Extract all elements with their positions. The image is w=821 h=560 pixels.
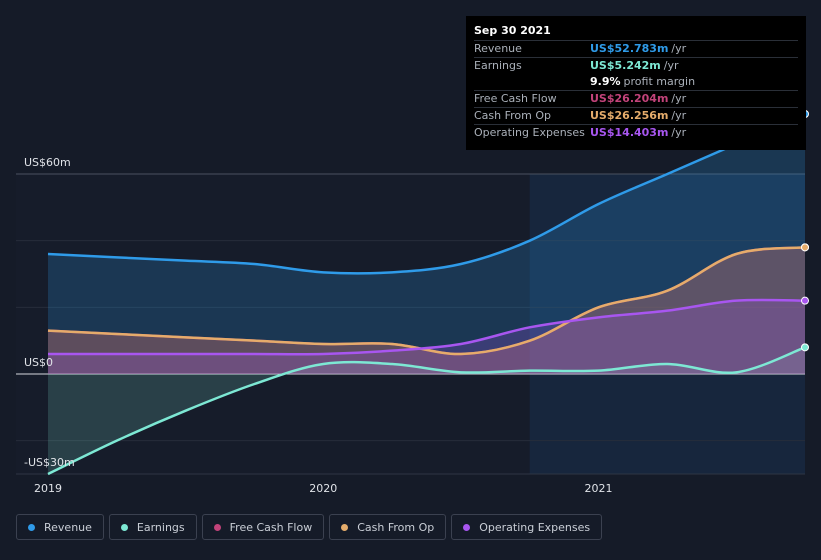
y-tick-label: -US$30m: [24, 456, 75, 469]
tooltip-row: Cash From Op US$26.256m/yr: [474, 107, 798, 124]
legend: Revenue Earnings Free Cash Flow Cash From O…: [16, 514, 603, 540]
cash-from-op-area: [48, 247, 805, 374]
legend-item-free-cash-flow[interactable]: Free Cash Flow: [201, 514, 325, 540]
x-tick-label: 2019: [34, 482, 62, 495]
operating-expenses-area: [48, 299, 805, 374]
tooltip-panel: Sep 30 2021 Revenue US$52.783m/yr Earnings…: [466, 16, 806, 150]
legend-item-revenue[interactable]: Revenue: [16, 514, 104, 540]
legend-item-earnings[interactable]: Earnings: [108, 514, 197, 540]
free-cash-flow-area: [48, 247, 805, 374]
legend-label: Operating Expenses: [479, 520, 591, 534]
legend-dot-icon: [341, 523, 349, 531]
tooltip-row-unit: /yr: [671, 126, 687, 139]
tooltip-row-label: Earnings: [474, 59, 522, 72]
tooltip-row-label: Revenue: [474, 42, 522, 55]
revenue-area: [48, 114, 805, 374]
series-areas: [48, 114, 805, 474]
tooltip-row-value: US$26.204m: [590, 92, 669, 105]
tooltip-date: Sep 30 2021: [474, 24, 551, 37]
tooltip-row: Earnings US$5.242m/yr: [474, 57, 798, 74]
x-tick-label: 2020: [309, 482, 337, 495]
legend-dot-icon: [463, 523, 471, 531]
legend-label: Free Cash Flow: [229, 520, 313, 534]
legend-label: Cash From Op: [357, 520, 435, 534]
tooltip-row-value: 9.9%: [590, 75, 621, 88]
legend-label: Earnings: [136, 520, 185, 534]
series-lines: [47, 110, 809, 476]
forecast-highlight-region: [529, 174, 805, 474]
tooltip-row-unit: profit margin: [623, 75, 696, 88]
grid: [16, 173, 805, 475]
legend-dot-icon: [120, 523, 128, 531]
chart: US$60m US$0 -US$30m 2019 2020 2021: [16, 110, 809, 495]
revenue-line: [47, 112, 806, 275]
x-axis-labels: 2019 2020 2021: [34, 482, 613, 495]
legend-dot-icon: [213, 523, 221, 531]
tooltip-row-unit: /yr: [663, 59, 679, 72]
tooltip-row-value: US$14.403m: [590, 126, 669, 139]
tooltip-row-unit: /yr: [671, 42, 687, 55]
cash-from-op-line: [47, 246, 806, 356]
earnings-area: [48, 347, 805, 474]
earnings-line: [47, 346, 806, 476]
tooltip-row-unit: /yr: [671, 92, 687, 105]
x-tick-label: 2021: [585, 482, 613, 495]
legend-label: Revenue: [44, 520, 92, 534]
earnings-end-point: [801, 343, 809, 352]
cash-from-op-end-point: [801, 243, 809, 252]
legend-item-operating-expenses[interactable]: Operating Expenses: [451, 514, 603, 540]
legend-dot-icon: [28, 523, 35, 531]
operating-expenses-line: [47, 298, 806, 356]
tooltip-row-label: [474, 74, 590, 90]
tooltip-row: Operating Expenses US$14.403m/yr: [474, 124, 798, 141]
y-tick-label: US$0: [24, 356, 53, 369]
tooltip-row-label: Free Cash Flow: [474, 92, 557, 105]
y-axis-labels: US$60m US$0 -US$30m: [24, 156, 75, 469]
tooltip-row-value: US$5.242m: [590, 59, 661, 72]
legend-item-cash-from-op[interactable]: Cash From Op: [329, 514, 447, 540]
tooltip-row: Revenue US$52.783m/yr: [474, 40, 798, 57]
tooltip-row: Free Cash Flow US$26.204m/yr: [474, 90, 798, 107]
tooltip-row-value: US$52.783m: [590, 42, 669, 55]
tooltip-row-unit: /yr: [671, 109, 687, 122]
operating-expenses-end-point: [801, 296, 809, 305]
tooltip-row: 9.9% profit margin: [474, 74, 798, 90]
tooltip-row-value: US$26.256m: [590, 109, 669, 122]
tooltip-row-label: Operating Expenses: [474, 126, 585, 139]
tooltip-row-label: Cash From Op: [474, 109, 552, 122]
y-tick-label: US$60m: [24, 156, 71, 169]
